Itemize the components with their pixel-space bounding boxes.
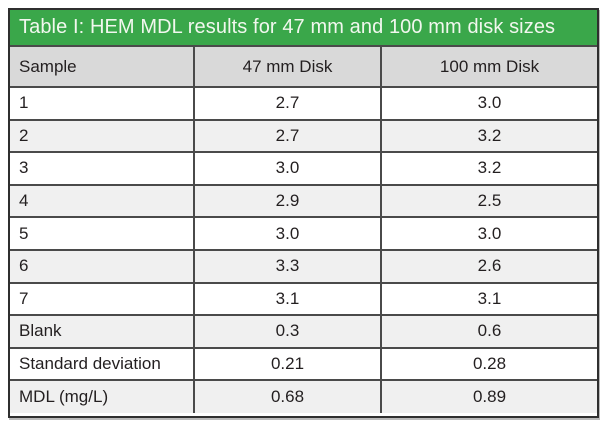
column-header-47mm-disk: 47 mm Disk: [193, 47, 381, 87]
table-title: Table I: HEM MDL results for 47 mm and 1…: [19, 16, 556, 38]
table-row-sample-3: 3 3.0 3.2: [10, 151, 597, 185]
table-row-blank: Blank 0.3 0.6: [10, 314, 597, 348]
sample-label: MDL (mg/L): [10, 379, 194, 413]
sample-label: 6: [10, 248, 194, 283]
sample-label: 5: [10, 216, 194, 250]
sample-label: 3: [10, 151, 194, 185]
table-header: Sample 47 mm Disk 100 mm Disk: [10, 47, 597, 87]
column-header-sample: Sample: [10, 47, 194, 87]
table-row-sample-5: 5 3.0 3.0: [10, 216, 597, 250]
results-table-card: Table I: HEM MDL results for 47 mm and 1…: [8, 8, 599, 418]
value-47mm: 2.7: [193, 86, 381, 120]
value-100mm: 3.1: [380, 281, 597, 316]
value-100mm: 3.2: [380, 151, 597, 185]
header-row: Sample 47 mm Disk 100 mm Disk: [10, 47, 597, 87]
value-100mm: 3.0: [380, 216, 597, 250]
value-47mm: 0.3: [193, 314, 381, 348]
value-47mm: 0.68: [193, 379, 381, 413]
hem-mdl-results-table: Sample 47 mm Disk 100 mm Disk 1 2.7 3.0 …: [10, 47, 597, 413]
value-100mm: 0.89: [380, 379, 597, 413]
value-100mm: 3.0: [380, 86, 597, 120]
value-47mm: 2.9: [193, 183, 381, 218]
value-100mm: 2.5: [380, 183, 597, 218]
sample-label: 1: [10, 86, 194, 120]
table-row-sample-6: 6 3.3 2.6: [10, 248, 597, 283]
sample-label: Standard deviation: [10, 346, 194, 381]
value-100mm: 0.28: [380, 346, 597, 381]
table-row-sample-2: 2 2.7 3.2: [10, 118, 597, 153]
value-47mm: 3.0: [193, 151, 381, 185]
table-row-sample-7: 7 3.1 3.1: [10, 281, 597, 316]
value-100mm: 3.2: [380, 118, 597, 153]
table-row-mdl: MDL (mg/L) 0.68 0.89: [10, 379, 597, 413]
value-47mm: 3.0: [193, 216, 381, 250]
sample-label: 7: [10, 281, 194, 316]
table-row-standard-deviation: Standard deviation 0.21 0.28: [10, 346, 597, 381]
sample-label: 2: [10, 118, 194, 153]
value-47mm: 3.3: [193, 248, 381, 283]
table-row-sample-1: 1 2.7 3.0: [10, 86, 597, 120]
value-100mm: 0.6: [380, 314, 597, 348]
value-100mm: 2.6: [380, 248, 597, 283]
table-body: 1 2.7 3.0 2 2.7 3.2 3 3.0 3.2 4 2.9 2.5 …: [10, 86, 597, 413]
sample-label: 4: [10, 183, 194, 218]
value-47mm: 2.7: [193, 118, 381, 153]
value-47mm: 0.21: [193, 346, 381, 381]
table-title-bar: Table I: HEM MDL results for 47 mm and 1…: [10, 10, 597, 47]
value-47mm: 3.1: [193, 281, 381, 316]
table-row-sample-4: 4 2.9 2.5: [10, 183, 597, 218]
column-header-100mm-disk: 100 mm Disk: [380, 47, 597, 87]
sample-label: Blank: [10, 314, 194, 348]
